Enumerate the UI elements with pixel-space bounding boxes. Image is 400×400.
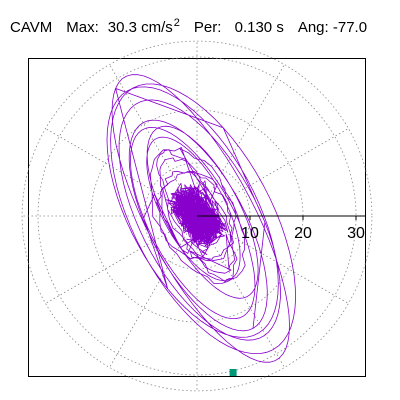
period-label: Per:: [193, 19, 222, 36]
chart-header: CAVM Max: 30.3 cm/s2 Per: 0.130 s Ang: -77.0: [10, 14, 367, 37]
max-label: Max:: [66, 19, 99, 36]
orbit-path: [106, 74, 296, 363]
radial-tick-label: 20: [294, 225, 312, 242]
component-name: CAVM: [10, 19, 53, 36]
radial-tick-label: 10: [241, 225, 259, 242]
orbit-trace: [106, 74, 296, 363]
max-marker-layer: [229, 369, 237, 376]
max-marker: [229, 369, 237, 376]
grid-ring-outer: [21, 40, 373, 392]
period-value: 0.130 s: [234, 19, 284, 36]
angle-value: -77.0: [332, 19, 368, 36]
angle-label: Ang:: [297, 19, 329, 36]
radial-axis: 10 20 30: [197, 215, 365, 242]
grid-spoke: [109, 215, 198, 368]
grid-spoke: [196, 64, 285, 217]
grid-spoke: [196, 128, 349, 217]
max-unit: cm/s: [141, 19, 173, 36]
radial-tick-label: 30: [347, 225, 365, 242]
max-value: 30.3: [107, 19, 137, 36]
max-unit-superscript: 2: [173, 17, 180, 29]
